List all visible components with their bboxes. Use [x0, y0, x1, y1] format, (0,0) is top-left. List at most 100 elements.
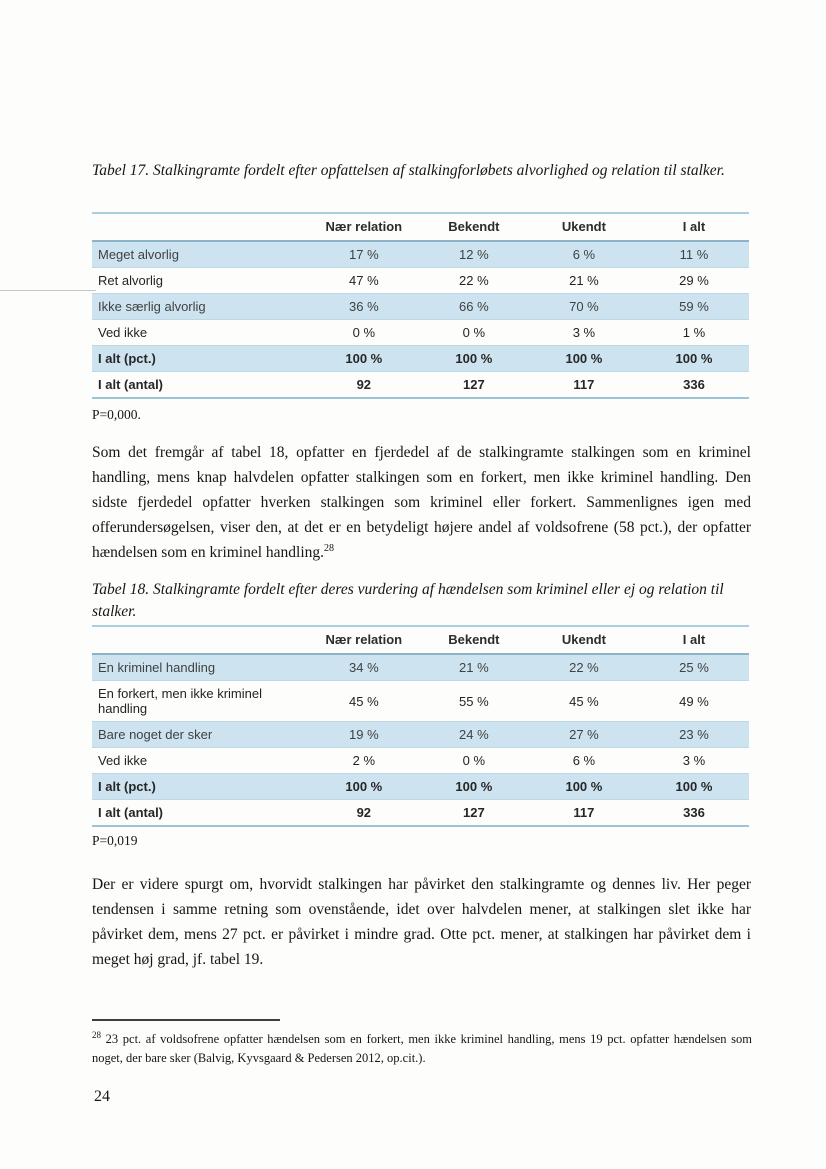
- table-row: Ved ikke 0 % 0 % 3 % 1 %: [92, 319, 749, 346]
- row-label: Ved ikke: [92, 747, 309, 774]
- cell-value: 100 %: [308, 773, 419, 800]
- cell-value: 2 %: [308, 747, 419, 774]
- cell-value: 19 %: [308, 721, 419, 748]
- cell-value: 47 %: [308, 267, 419, 294]
- row-label: En forkert, men ikke kriminel handling: [92, 680, 309, 722]
- table-row: Meget alvorlig 17 % 12 % 6 % 11 %: [92, 241, 749, 268]
- table18: Nær relation Bekendt Ukendt I alt En kri…: [92, 625, 749, 827]
- row-label: En kriminel handling: [98, 660, 216, 675]
- table18-header-empty: [92, 626, 309, 655]
- cell-value: 0 %: [418, 747, 529, 774]
- cell-value: 21 %: [528, 267, 639, 294]
- cell-value: 36 %: [308, 293, 419, 320]
- table17-col-header: I alt: [638, 213, 749, 242]
- cell-value: 25 %: [679, 660, 709, 675]
- table18-col-header: I alt: [638, 626, 749, 655]
- footnote-text: 23 pct. af voldsofrene opfatter hændelse…: [92, 1032, 753, 1066]
- cell-value: 22 %: [569, 660, 599, 675]
- cell-value: 100 %: [638, 773, 749, 800]
- cell-value: 59 %: [638, 293, 749, 320]
- row-label: Ret alvorlig: [92, 267, 309, 294]
- cell-value: 127: [418, 371, 529, 398]
- table-total-row: I alt (pct.) 100 % 100 % 100 % 100 %: [92, 773, 749, 800]
- cell-value: 34 %: [349, 660, 379, 675]
- footnote: 28 23 pct. af voldsofrene opfatter hænde…: [92, 1030, 752, 1069]
- table17-header-empty: [92, 213, 309, 242]
- cell-value: 11 %: [679, 247, 709, 262]
- cell-value: 6 %: [572, 247, 596, 262]
- body-paragraph: Der er videre spurgt om, hvorvidt stalki…: [92, 872, 751, 972]
- cell-value: 117: [528, 371, 639, 398]
- cell-value: 92: [308, 799, 419, 826]
- paragraph-text: Som det fremgår af tabel 18, opfatter en…: [92, 443, 751, 561]
- cell-value: 0 %: [418, 319, 529, 346]
- table18-header-row: Nær relation Bekendt Ukendt I alt: [92, 626, 749, 655]
- table-row: Ret alvorlig 47 % 22 % 21 % 29 %: [92, 267, 749, 294]
- cell-value: 49 %: [638, 680, 749, 722]
- cell-value: 92: [308, 371, 419, 398]
- cell-value: 100 %: [308, 345, 419, 372]
- table-row: En forkert, men ikke kriminel handling 4…: [92, 680, 749, 722]
- row-label: Ved ikke: [92, 319, 309, 346]
- row-label: Bare noget der sker: [92, 721, 309, 748]
- table-total-row: I alt (pct.) 100 % 100 % 100 % 100 %: [92, 345, 749, 372]
- cell-value: 100 %: [638, 345, 749, 372]
- row-label: I alt (antal): [92, 371, 309, 398]
- row-label: I alt (pct.): [92, 345, 309, 372]
- table17: Nær relation Bekendt Ukendt I alt Meget …: [92, 212, 749, 399]
- cell-value: 100 %: [528, 773, 639, 800]
- table-total-row: I alt (antal) 92 127 117 336: [92, 371, 749, 398]
- cell-value: 336: [638, 799, 749, 826]
- cell-value: 55 %: [418, 680, 529, 722]
- cell-value: 27 %: [528, 721, 639, 748]
- cell-value: 336: [638, 371, 749, 398]
- cell-value: 3 %: [528, 319, 639, 346]
- table-row: Ved ikke 2 % 0 % 6 % 3 %: [92, 747, 749, 774]
- row-label: I alt (antal): [92, 799, 309, 826]
- cell-value: 29 %: [638, 267, 749, 294]
- cell-value: 6 %: [528, 747, 639, 774]
- table17-col-header: Ukendt: [528, 213, 639, 242]
- footnote-separator: [92, 1019, 280, 1021]
- cell-value: 100 %: [418, 345, 529, 372]
- cell-value: 22 %: [418, 267, 529, 294]
- table18-col-header: Ukendt: [528, 626, 639, 655]
- scan-artifact-line: [0, 290, 96, 291]
- cell-value: 12 %: [459, 247, 489, 262]
- cell-value: 45 %: [308, 680, 419, 722]
- table-row: Bare noget der sker 19 % 24 % 27 % 23 %: [92, 721, 749, 748]
- cell-value: 100 %: [418, 773, 529, 800]
- cell-value: 3 %: [638, 747, 749, 774]
- body-paragraph: Som det fremgår af tabel 18, opfatter en…: [92, 440, 751, 566]
- table17-col-header: Bekendt: [418, 213, 529, 242]
- footnote-number: 28: [92, 1029, 101, 1040]
- cell-value: 45 %: [528, 680, 639, 722]
- page-number: 24: [94, 1088, 110, 1105]
- table-row: En kriminel handling 34 % 21 % 22 % 25 %: [92, 654, 749, 681]
- table18-p-value: P=0,019: [92, 833, 138, 848]
- cell-value: 70 %: [528, 293, 639, 320]
- row-label: Ikke særlig alvorlig: [92, 293, 309, 320]
- table17-caption: Tabel 17. Stalkingramte fordelt efter op…: [92, 162, 725, 179]
- cell-value: 117: [528, 799, 639, 826]
- table18-col-header: Nær relation: [308, 626, 419, 655]
- cell-value: 17 %: [349, 247, 379, 262]
- table17-p-value: P=0,000.: [92, 407, 141, 422]
- cell-value: 21 %: [459, 660, 489, 675]
- table17-header-row: Nær relation Bekendt Ukendt I alt: [92, 213, 749, 242]
- row-label: Meget alvorlig: [98, 247, 179, 262]
- row-label: I alt (pct.): [92, 773, 309, 800]
- table18-caption: Tabel 18. Stalkingramte fordelt efter de…: [92, 581, 724, 620]
- cell-value: 23 %: [638, 721, 749, 748]
- cell-value: 66 %: [418, 293, 529, 320]
- cell-value: 100 %: [528, 345, 639, 372]
- footnote-reference: 28: [324, 542, 335, 554]
- table-total-row: I alt (antal) 92 127 117 336: [92, 799, 749, 826]
- cell-value: 0 %: [308, 319, 419, 346]
- table-row: Ikke særlig alvorlig 36 % 66 % 70 % 59 %: [92, 293, 749, 320]
- table17-col-header: Nær relation: [308, 213, 419, 242]
- cell-value: 24 %: [418, 721, 529, 748]
- cell-value: 1 %: [638, 319, 749, 346]
- paragraph-text: Der er videre spurgt om, hvorvidt stalki…: [92, 875, 751, 968]
